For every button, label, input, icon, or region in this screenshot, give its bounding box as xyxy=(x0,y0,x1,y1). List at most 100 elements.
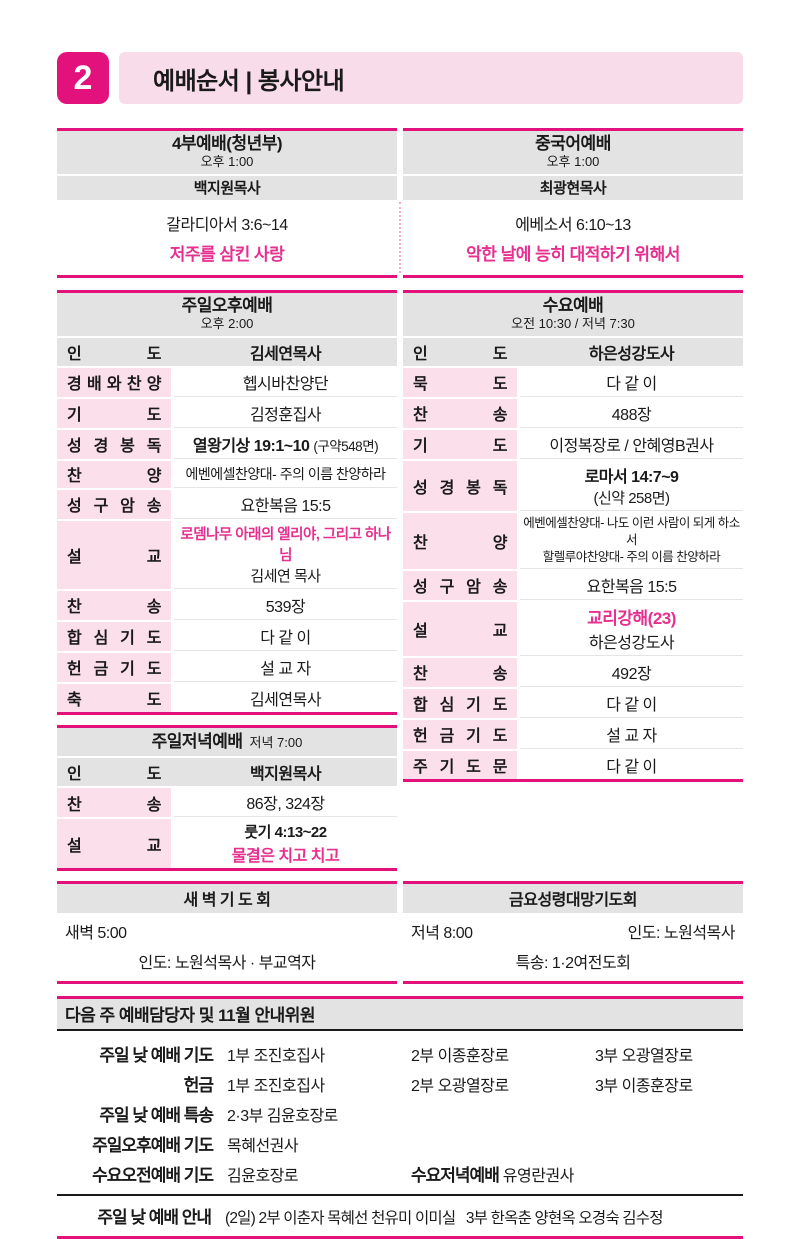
left-column: 주일오후예배 오후 2:00 인 도 김세연목사 경 배 와 찬 양 헵시바찬양… xyxy=(57,289,397,872)
page-header: 2 예배순서 | 봉사안내 xyxy=(57,52,743,104)
dotted-divider xyxy=(399,202,401,273)
row-value: 에벤에셀찬양대- 주의 이름 찬양하라 xyxy=(174,461,397,488)
choir-song: 할렐루야찬양대- 주의 이름 찬양하라 xyxy=(542,549,721,564)
row-label: 경 배 와 찬 양 xyxy=(57,367,171,397)
scripture-line: 열왕기상 19:1~10 (구약548면) xyxy=(192,432,379,456)
time-line: 새벽 5:00 xyxy=(65,919,389,943)
sunday-evening-service-table: 주일저녁예배 저녁 7:00 인 도 백지원목사 찬 송 86장, 324장 설… xyxy=(57,724,397,872)
row-label: 찬 양 xyxy=(57,460,171,488)
row-value: 설 교 자 xyxy=(520,720,743,749)
row-value: 김세연목사 xyxy=(249,345,322,363)
row-label: 인 도 xyxy=(57,337,171,366)
row-value: 김세연목사 xyxy=(249,691,322,709)
row-label: 성 경 봉 독 xyxy=(57,429,171,459)
service-time: 오후 1:00 xyxy=(200,154,254,170)
row-label: 성 경 봉 독 xyxy=(403,460,517,511)
service-time: 오후 2:00 xyxy=(200,316,254,332)
scripture-reference: 갈라디아서 3:6~14 xyxy=(166,216,288,234)
row-label: 찬 송 xyxy=(403,398,517,428)
row-label: 합 심 기 도 xyxy=(57,621,171,651)
card-body: 저녁 8:00 인도: 노원석목사 특송: 1·2여전도회 xyxy=(403,913,743,981)
sermon-title: 교리강해(23) xyxy=(587,608,676,628)
service-title: 주일오후예배 xyxy=(181,295,273,315)
dawn-prayer-card: 새 벽 기 도 회 새벽 5:00 인도: 노원석목사 · 부교역자 xyxy=(57,881,397,985)
assignment-label: 주일 낮 예배 기도 xyxy=(99,1045,214,1065)
assignment-row: 주일 낮 예배 기도 1부 조진호집사 2부 이종훈장로 3부 오광열장로 xyxy=(59,1038,741,1068)
assignment-extra-label: 수요저녁예배 xyxy=(411,1165,500,1185)
row-value: 설 교 자 xyxy=(174,653,397,682)
row-label: 헌 금 기 도 xyxy=(403,719,517,749)
notice-value: (2일) 2부 이춘자 목혜선 천유미 이미실 3부 한옥춘 양현옥 오경숙 김… xyxy=(225,1210,663,1228)
table-row: 찬 송 488장 xyxy=(403,398,743,428)
card-title: 새 벽 기 도 회 xyxy=(57,884,397,914)
friday-prayer-card: 금요성령대망기도회 저녁 8:00 인도: 노원석목사 특송: 1·2여전도회 xyxy=(403,881,743,985)
table-row: 인 도 하은성강도사 xyxy=(403,337,743,366)
scripture-page-note: (구약548면) xyxy=(313,438,379,454)
row-label: 인 도 xyxy=(403,337,517,366)
sermon-title: 로뎀나무 아래의 엘리야, 그리고 하나님 xyxy=(180,526,391,564)
table-row: 기 도 김정훈집사 xyxy=(57,398,397,428)
scripture-page-note: (신약 258면) xyxy=(593,489,670,507)
row-value: 헵시바찬양단 xyxy=(174,368,397,397)
row-value: 룻기 4:13~22 물결은 치고 치고 xyxy=(174,819,397,868)
row-value: 492장 xyxy=(520,658,743,687)
row-value: 요한복음 15:5 xyxy=(174,490,397,519)
sermon-title: 물결은 치고 치고 xyxy=(231,848,340,866)
top-services-row: 4부예배(청년부) 오후 1:00 백지원목사 갈라디아서 3:6~14 저주를… xyxy=(57,128,743,278)
scripture-reference: 열왕기상 19:1~10 xyxy=(192,437,310,455)
row-label: 헌 금 기 도 xyxy=(57,652,171,682)
assignment-col1: 목혜선권사 xyxy=(227,1137,299,1155)
table-row: 합 심 기 도 다 같 이 xyxy=(403,688,743,718)
table-row: 설 교 교리강해(23) 하은성강도사 xyxy=(403,601,743,656)
table-row: 기 도 이정복장로 / 안혜영B권사 xyxy=(403,429,743,459)
assignment-row: 주일오후예배 기도 목혜선권사 xyxy=(59,1128,741,1158)
row-label: 주 기 도 문 xyxy=(403,750,517,779)
table-header: 주일저녁예배 저녁 7:00 xyxy=(57,727,397,757)
chinese-service-header: 중국어예배 오후 1:00 xyxy=(403,131,743,174)
assignment-row: 헌금 1부 조진호집사 2부 오광열장로 3부 이종훈장로 xyxy=(59,1068,741,1098)
assignment-label: 수요오전예배 기도 xyxy=(92,1165,214,1185)
table-header: 수요예배 오전 10:30 / 저녁 7:30 xyxy=(403,292,743,336)
wednesday-evening-assignment: 수요저녁예배 유영란권사 xyxy=(411,1161,741,1186)
row-value: 86장, 324장 xyxy=(174,788,397,818)
leader-line: 인도: 노원석목사 · 부교역자 xyxy=(138,955,316,973)
table-row: 성 구 암 송 요한복음 15:5 xyxy=(57,489,397,519)
assignments-section: 다음 주 예배담당자 및 11월 안내위원 주일 낮 예배 기도 1부 조진호집… xyxy=(57,996,743,1239)
assignment-col1: 1부 조진호집사 xyxy=(227,1047,325,1065)
page-title: 예배순서 | 봉사안내 xyxy=(153,67,345,95)
row-label: 성 구 암 송 xyxy=(403,570,517,600)
row-value: 로마서 14:7~9 (신약 258면) xyxy=(520,461,743,511)
table-header: 주일오후예배 오후 2:00 xyxy=(57,292,397,336)
assignment-col1: 김윤호장로 xyxy=(227,1167,299,1185)
scripture-reference: 에베소서 6:10~13 xyxy=(515,216,631,234)
assignment-row: 수요오전예배 기도 김윤호장로 수요저녁예배 유영란권사 xyxy=(59,1158,741,1188)
row-value: 요한복음 15:5 xyxy=(520,571,743,600)
table-row: 헌 금 기 도 설 교 자 xyxy=(57,652,397,682)
bulletin-page: 2 예배순서 | 봉사안내 4부예배(청년부) 오후 1:00 백지원목사 갈라… xyxy=(57,52,743,1239)
row-value: 백지원목사 xyxy=(249,766,322,784)
row-value: 다 같 이 xyxy=(174,622,397,651)
scripture-reference: 룻기 4:13~22 xyxy=(244,824,327,842)
sunday-afternoon-service-table: 주일오후예배 오후 2:00 인 도 김세연목사 경 배 와 찬 양 헵시바찬양… xyxy=(57,289,397,715)
assignments-rows: 주일 낮 예배 기도 1부 조진호집사 2부 이종훈장로 3부 오광열장로 헌금… xyxy=(57,1031,743,1194)
row-value: 김정훈집사 xyxy=(174,399,397,428)
service-title: 수요예배 xyxy=(542,295,604,315)
row-label: 설 교 xyxy=(57,520,171,589)
choir-song: 에벤에셀찬양대- 나도 이런 사람이 되게 하소서 xyxy=(523,515,740,547)
service-body: 갈라디아서 3:6~14 저주를 삼킨 사랑 xyxy=(57,202,397,275)
service-pastor: 백지원목사 xyxy=(57,175,397,200)
service-pastor: 최광현목사 xyxy=(403,175,743,200)
assignment-col3: 3부 이종훈장로 xyxy=(595,1077,693,1095)
row-value: 다 같 이 xyxy=(520,368,743,397)
table-row: 주 기 도 문 다 같 이 xyxy=(403,750,743,779)
assignment-extra-value: 유영란권사 xyxy=(502,1167,575,1185)
table-row: 찬 송 492장 xyxy=(403,657,743,687)
card-title: 금요성령대망기도회 xyxy=(403,884,743,914)
table-row: 설 교 로뎀나무 아래의 엘리야, 그리고 하나님 김세연 목사 xyxy=(57,520,397,589)
meeting-time: 새벽 5:00 xyxy=(65,925,127,943)
table-row: 찬 양 에벤에셀찬양대- 나도 이런 사람이 되게 하소서 할렐루야찬양대- 주… xyxy=(403,512,743,569)
service-title: 4부예배(청년부) xyxy=(171,134,283,153)
service-time: 오전 10:30 / 저녁 7:30 xyxy=(511,316,635,332)
assignment-col1: 2·3부 김윤호장로 xyxy=(227,1107,338,1125)
row-label: 묵 도 xyxy=(403,367,517,397)
